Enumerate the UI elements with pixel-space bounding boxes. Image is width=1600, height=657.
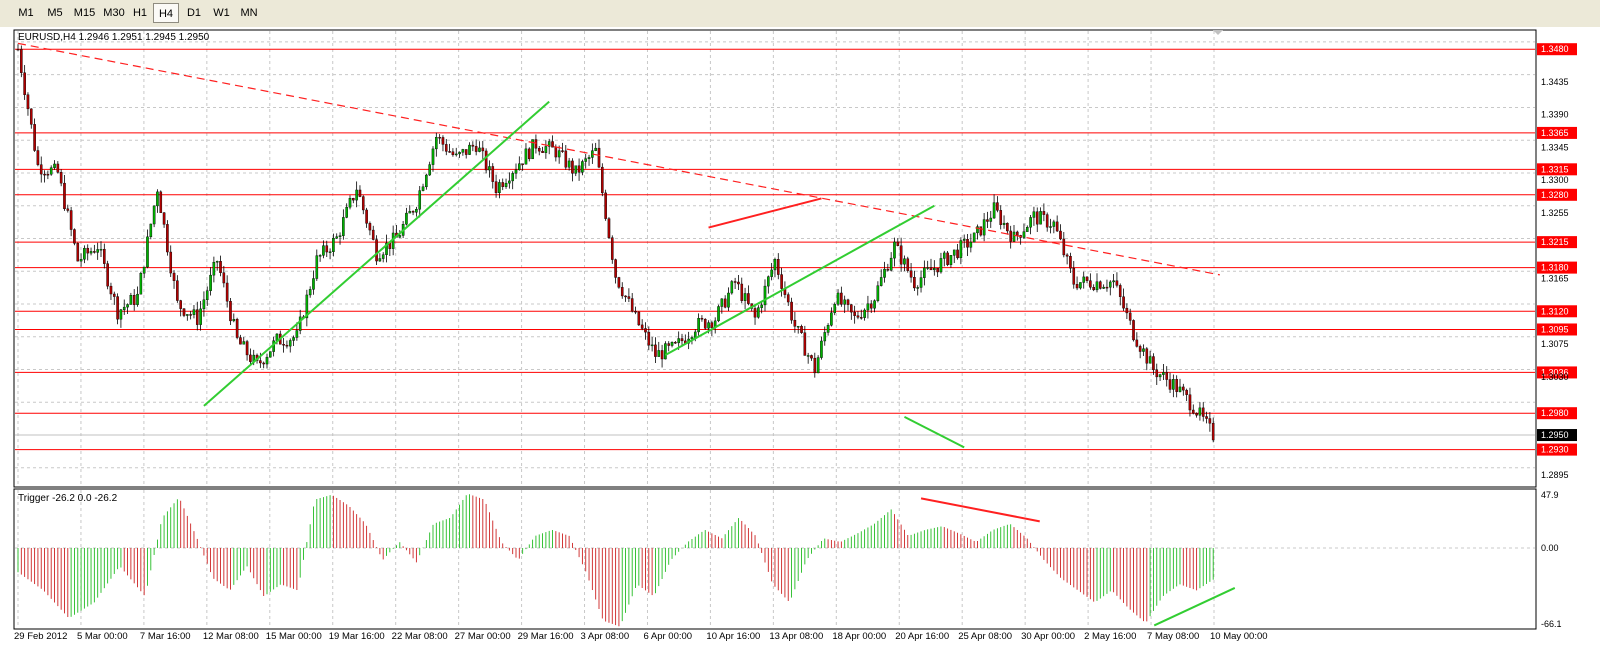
- timeframe-m15[interactable]: M15: [73, 7, 96, 19]
- svg-text:1.3120: 1.3120: [1541, 306, 1569, 316]
- timeframe-h1[interactable]: H1: [132, 7, 148, 19]
- svg-text:15 Mar 00:00: 15 Mar 00:00: [266, 631, 322, 642]
- svg-text:5 Mar 00:00: 5 Mar 00:00: [77, 631, 128, 642]
- svg-text:1.3435: 1.3435: [1541, 77, 1569, 87]
- trigger-histogram: [17, 494, 1214, 627]
- svg-text:-66.1: -66.1: [1541, 619, 1562, 629]
- svg-text:22 Mar 08:00: 22 Mar 08:00: [392, 631, 448, 642]
- svg-text:10 May 00:00: 10 May 00:00: [1210, 631, 1268, 642]
- svg-text:47.9: 47.9: [1541, 490, 1559, 500]
- svg-text:13 Apr 08:00: 13 Apr 08:00: [769, 631, 823, 642]
- svg-text:3 Apr 08:00: 3 Apr 08:00: [581, 631, 630, 642]
- svg-text:1.2950: 1.2950: [1541, 430, 1569, 440]
- svg-text:1.3300: 1.3300: [1541, 175, 1569, 185]
- indicator-pane-frame: [13, 488, 1537, 630]
- svg-text:1.3365: 1.3365: [1541, 128, 1569, 138]
- svg-text:29 Mar 16:00: 29 Mar 16:00: [518, 631, 574, 642]
- main-trendlines: [17, 42, 1220, 449]
- svg-text:1.3255: 1.3255: [1541, 208, 1569, 218]
- timeframe-toolbar: M1 M5 M15 M30 H1 H4 D1 W1 MN: [0, 0, 1600, 28]
- svg-text:1.2930: 1.2930: [1541, 445, 1569, 455]
- svg-text:1.3095: 1.3095: [1541, 324, 1569, 334]
- svg-text:0.00: 0.00: [1541, 543, 1559, 553]
- svg-text:1.3036: 1.3036: [1541, 367, 1569, 377]
- timeframe-d1[interactable]: D1: [186, 7, 202, 19]
- svg-text:2 May 16:00: 2 May 16:00: [1084, 631, 1136, 642]
- svg-text:18 Apr 00:00: 18 Apr 00:00: [832, 631, 886, 642]
- indicator-trendlines: [920, 497, 1236, 627]
- main-pane-frame: [13, 29, 1537, 488]
- svg-text:29 Feb 2012: 29 Feb 2012: [14, 631, 67, 642]
- time-axis: 29 Feb 2012 5 Mar 00:00 7 Mar 16:00 12 Mar …: [14, 631, 1268, 642]
- scroll-marker-icon[interactable]: [1213, 30, 1223, 35]
- price-axis: 1.34801.33651.33151.32801.32151.31801.31…: [1537, 43, 1577, 480]
- svg-text:6 Apr 00:00: 6 Apr 00:00: [643, 631, 692, 642]
- candlesticks: [16, 44, 1215, 443]
- svg-text:12 Mar 08:00: 12 Mar 08:00: [203, 631, 259, 642]
- chart-area[interactable]: 1.34801.33651.33151.32801.32151.31801.31…: [0, 27, 1600, 657]
- timeframe-w1[interactable]: W1: [213, 7, 230, 19]
- indicator-header: Trigger -26.2 0.0 -26.2: [18, 493, 118, 504]
- svg-text:7 Mar 16:00: 7 Mar 16:00: [140, 631, 191, 642]
- svg-text:1.3280: 1.3280: [1541, 190, 1569, 200]
- svg-text:1.3075: 1.3075: [1541, 339, 1569, 349]
- svg-text:1.2895: 1.2895: [1541, 470, 1569, 480]
- timeframe-mn[interactable]: MN: [240, 7, 258, 19]
- svg-text:27 Mar 00:00: 27 Mar 00:00: [455, 631, 511, 642]
- timeframe-m5[interactable]: M5: [47, 7, 63, 19]
- svg-text:20 Apr 16:00: 20 Apr 16:00: [895, 631, 949, 642]
- timeframe-m30[interactable]: M30: [103, 7, 125, 19]
- timeframe-h4[interactable]: H4: [153, 3, 179, 23]
- svg-text:1.3215: 1.3215: [1541, 237, 1569, 247]
- svg-text:1.3480: 1.3480: [1541, 44, 1569, 54]
- svg-text:10 Apr 16:00: 10 Apr 16:00: [706, 631, 760, 642]
- chart-header: EURUSD,H4 1.2946 1.2951 1.2945 1.2950: [18, 32, 210, 43]
- indicator-axis: 47.9 0.00 -66.1: [1541, 490, 1562, 629]
- svg-text:7 May 08:00: 7 May 08:00: [1147, 631, 1199, 642]
- svg-text:1.3345: 1.3345: [1541, 142, 1569, 152]
- svg-text:1.3390: 1.3390: [1541, 110, 1569, 120]
- svg-text:30 Apr 00:00: 30 Apr 00:00: [1021, 631, 1075, 642]
- svg-text:1.3030: 1.3030: [1541, 372, 1569, 382]
- svg-text:25 Apr 08:00: 25 Apr 08:00: [958, 631, 1012, 642]
- svg-text:1.2980: 1.2980: [1541, 408, 1569, 418]
- svg-text:1.3180: 1.3180: [1541, 263, 1569, 273]
- timeframe-m1[interactable]: M1: [18, 7, 34, 19]
- svg-text:19 Mar 16:00: 19 Mar 16:00: [329, 631, 385, 642]
- svg-text:1.3315: 1.3315: [1541, 164, 1569, 174]
- svg-text:1.3165: 1.3165: [1541, 274, 1569, 284]
